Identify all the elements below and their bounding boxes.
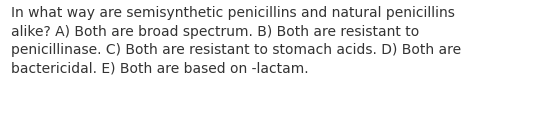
Text: In what way are semisynthetic penicillins and natural penicillins
alike? A) Both: In what way are semisynthetic penicillin… (11, 6, 461, 75)
